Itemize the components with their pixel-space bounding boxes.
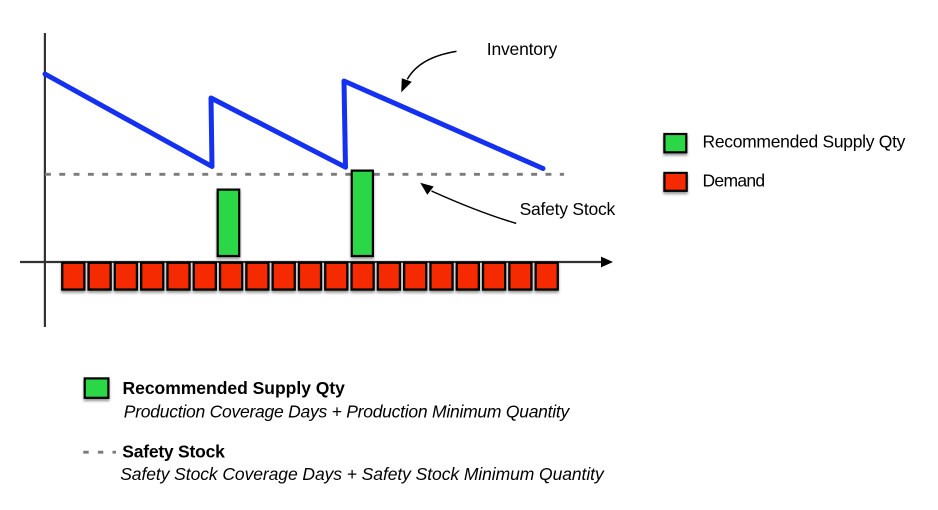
svg-text:Production Coverage Days + Pro: Production Coverage Days + Production Mi…	[124, 402, 571, 422]
svg-text:Recommended Supply Qty: Recommended Supply Qty	[703, 131, 906, 151]
svg-text:Demand: Demand	[703, 171, 766, 191]
svg-text:Recommended Supply Qty: Recommended Supply Qty	[123, 378, 346, 398]
svg-text:Safety Stock: Safety Stock	[520, 199, 616, 219]
svg-text:Inventory: Inventory	[487, 39, 558, 59]
svg-text:Safety Stock: Safety Stock	[122, 442, 225, 462]
svg-text:Safety Stock Coverage Days + S: Safety Stock Coverage Days + Safety Stoc…	[120, 464, 605, 484]
